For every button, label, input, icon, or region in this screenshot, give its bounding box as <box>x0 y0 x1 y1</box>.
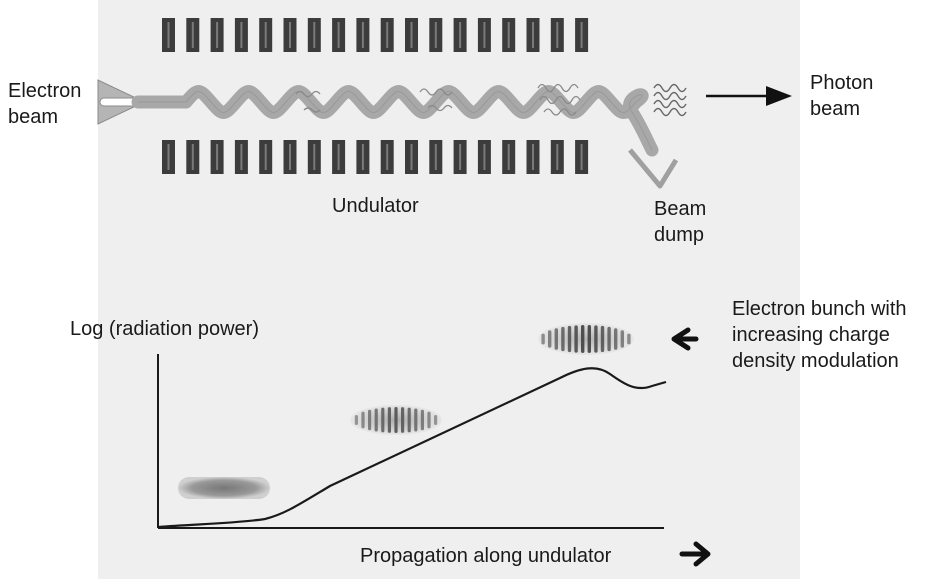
bunch-note-line2: increasing charge <box>732 324 890 346</box>
electron-beam-label-line2: beam <box>8 106 59 128</box>
undulator-magnet-stripe <box>191 144 194 170</box>
beam-dump-label-line2: dump <box>654 224 705 246</box>
undulator-magnet-stripe <box>532 22 534 48</box>
undulator-magnet-stripe <box>532 144 534 170</box>
undulator-magnet-stripe <box>483 144 486 170</box>
undulator-magnet-stripe <box>337 144 340 170</box>
undulator-magnet-stripe <box>191 22 194 48</box>
bunch-microbunch <box>427 411 431 429</box>
undulator-magnet-stripe <box>361 22 364 48</box>
undulator-magnet-stripe <box>580 144 583 170</box>
undulator-magnet-stripe <box>556 22 559 48</box>
bunch-microbunch <box>587 325 591 353</box>
undulator-magnet-stripe <box>361 144 364 170</box>
undulator-magnets-top <box>162 18 589 52</box>
electron-beam-label: Electron beam <box>8 78 81 130</box>
undulator-magnet-stripe <box>216 22 219 48</box>
undulator-magnet-stripe <box>289 144 291 170</box>
beam-dump-label: Beam dump <box>654 196 706 248</box>
bunch-microbunch <box>594 325 598 353</box>
electron-bunch-modulated <box>350 405 442 435</box>
electron-beam-path-edge <box>138 91 653 151</box>
photon-beam-label-line1: Photon <box>810 72 874 94</box>
electron-bunch-strongly-modulated <box>538 323 634 355</box>
bunch-microbunch <box>361 411 365 429</box>
undulator-magnet-stripe <box>556 144 559 170</box>
beam-dump-label-line1: Beam <box>654 198 707 220</box>
bunch-microbunch <box>567 325 572 353</box>
radiation-squiggles <box>295 83 581 116</box>
undulator-magnet-stripe <box>313 144 316 170</box>
bunch-microbunch <box>368 409 372 431</box>
bunch-note-line3: density modulation <box>732 350 899 372</box>
undulator-magnet-stripe <box>289 22 291 48</box>
right-arrow-icon <box>679 541 711 567</box>
electron-beam-label-line1: Electron <box>8 80 82 102</box>
undulator-magnet-stripe <box>580 22 583 48</box>
bunch-note: Electron bunch with increasing charge de… <box>732 296 907 374</box>
photon-beam-label: Photon beam <box>810 70 873 122</box>
bunch-microbunch <box>600 325 605 353</box>
x-axis-label: Propagation along undulator <box>360 545 612 567</box>
bunch-microbunch <box>620 330 624 348</box>
undulator-magnet-stripe <box>410 144 413 170</box>
undulator-magnet-stripe <box>507 144 510 170</box>
undulator-label: Undulator <box>332 195 419 217</box>
beam-dump-funnel <box>628 148 679 189</box>
undulator-magnet-stripe <box>167 144 170 170</box>
electron-bunch-uniform <box>178 477 270 499</box>
left-arrow-icon <box>671 327 699 351</box>
bunch-microbunch <box>374 408 378 432</box>
undulator-magnet-stripe <box>434 144 437 170</box>
bunch-microbunch <box>420 409 424 431</box>
bunch-microbunch <box>574 325 578 353</box>
undulator-magnet-stripe <box>507 22 510 48</box>
undulator-magnet-stripe <box>459 144 462 170</box>
undulator-magnet-stripe <box>386 144 389 170</box>
bunch-note-line1: Electron bunch with <box>732 298 907 320</box>
bunch-microbunch <box>548 330 552 348</box>
bunch-microbunch <box>614 328 618 350</box>
undulator-magnet-stripe <box>216 144 219 170</box>
photon-packet <box>653 83 687 117</box>
undulator-magnets-bottom <box>162 140 589 174</box>
undulator-magnet-stripe <box>313 22 316 48</box>
bunch-microbunch <box>554 328 558 350</box>
photon-beam-label-line2: beam <box>810 98 861 120</box>
bunch-microbunch <box>387 407 391 433</box>
y-axis-label: Log (radiation power) <box>70 318 259 340</box>
bunch-microbunch <box>541 333 545 345</box>
bunch-microbunch <box>627 333 631 345</box>
undulator-magnet-stripe <box>434 22 437 48</box>
electron-beam-input <box>97 79 141 125</box>
undulator-magnet-stripe <box>410 22 413 48</box>
bunch-microbunch <box>607 326 611 352</box>
bunch-microbunch <box>434 414 438 426</box>
bunch-microbunch <box>381 407 385 433</box>
undulator-magnet-stripe <box>167 22 170 48</box>
bunch-microbunch <box>394 407 398 433</box>
undulator-magnet-stripe <box>337 22 340 48</box>
undulator-magnet-stripe <box>264 144 267 170</box>
bunch-microbunch <box>407 407 411 433</box>
undulator-magnet-stripe <box>459 22 462 48</box>
bunch-microbunch <box>414 408 418 432</box>
undulator-magnet-stripe <box>240 22 243 48</box>
radiation-power-curve <box>157 367 667 529</box>
bunch-microbunch <box>401 407 405 433</box>
undulator-magnet-stripe <box>483 22 486 48</box>
undulator-magnet-stripe <box>264 22 267 48</box>
undulator-magnet-stripe <box>386 22 389 48</box>
bunch-microbunch <box>581 325 585 353</box>
bunch-microbunch <box>354 414 358 426</box>
plot-axes <box>157 354 664 529</box>
bunch-microbunch <box>561 326 565 352</box>
undulator-magnet-stripe <box>240 144 243 170</box>
right-arrow-icon <box>706 86 792 106</box>
